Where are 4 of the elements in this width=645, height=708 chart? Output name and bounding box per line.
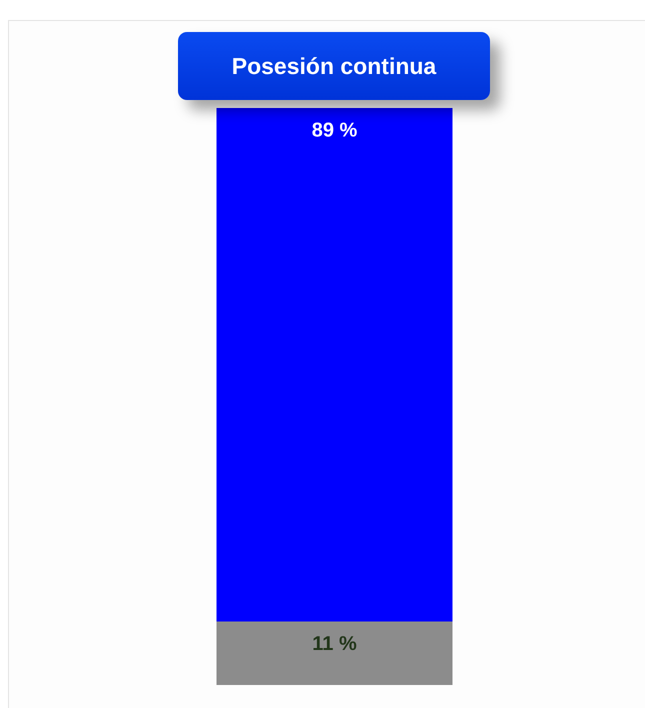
- data-label: 89 %: [312, 120, 358, 142]
- title-banner: Posesión continua: [178, 32, 490, 100]
- chart-title: Posesión continua: [232, 52, 436, 80]
- data-label: 11 %: [312, 633, 357, 656]
